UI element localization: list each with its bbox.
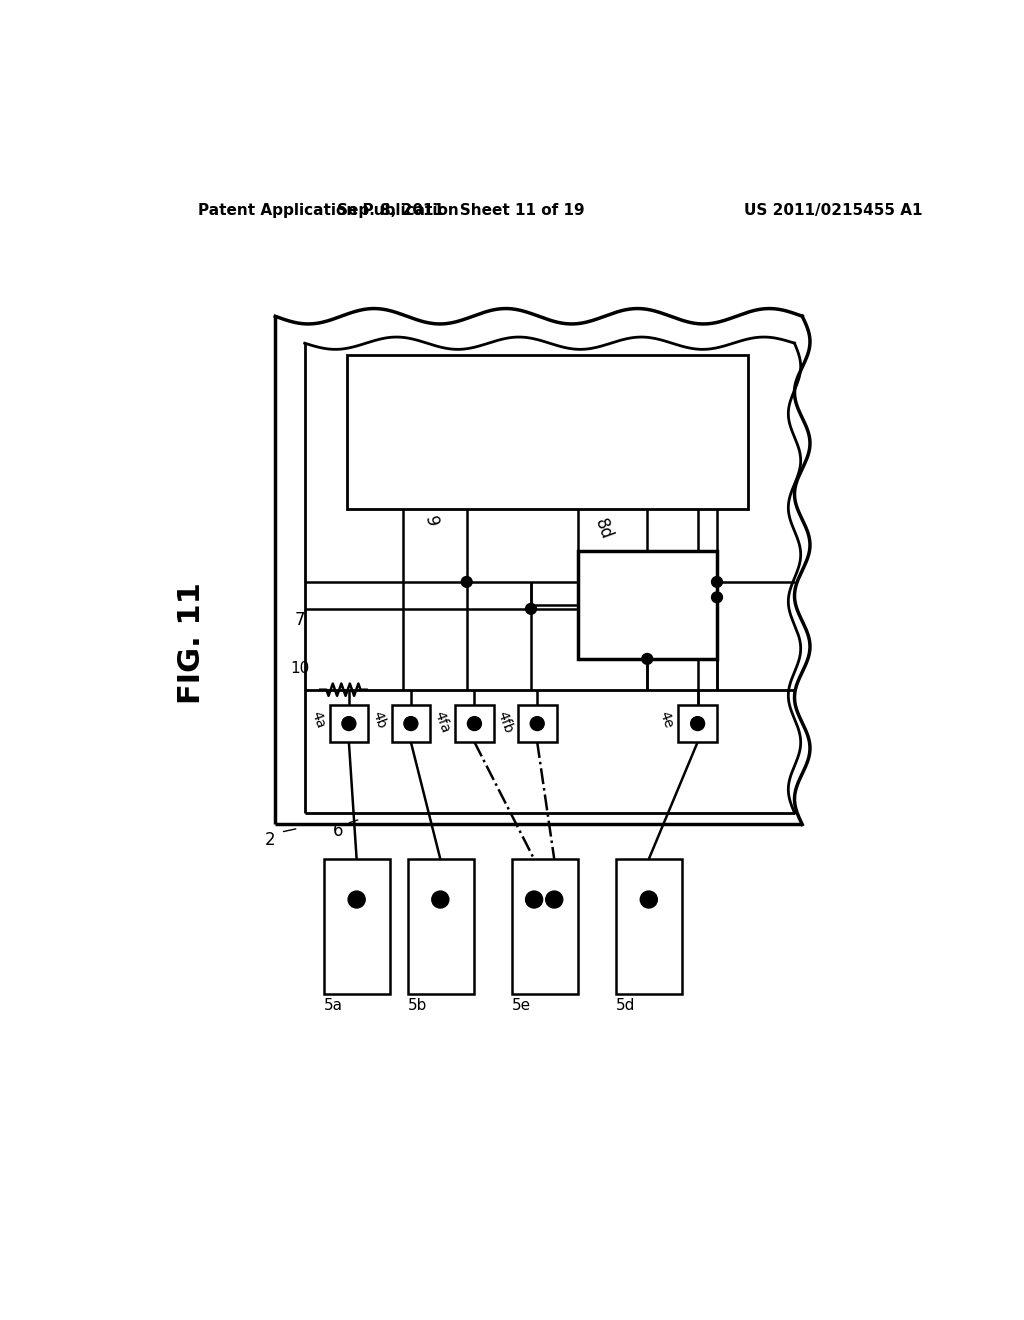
Bar (512, 859, 578, 994)
Text: 9: 9 (421, 515, 440, 528)
Text: 10: 10 (291, 661, 310, 676)
Bar (678, 705, 717, 742)
Circle shape (525, 891, 543, 908)
Bar (518, 705, 557, 742)
Text: 4fb: 4fb (495, 709, 515, 735)
Circle shape (640, 891, 657, 908)
Circle shape (432, 891, 449, 908)
Text: 4b: 4b (370, 709, 389, 730)
Circle shape (530, 717, 544, 730)
Text: 2: 2 (264, 830, 275, 849)
Bar (330, 705, 369, 742)
Circle shape (690, 717, 705, 730)
Circle shape (712, 577, 722, 587)
Circle shape (467, 717, 481, 730)
Circle shape (348, 891, 366, 908)
Text: 5e: 5e (512, 998, 530, 1012)
Circle shape (546, 891, 563, 908)
Text: 6: 6 (333, 822, 343, 840)
Circle shape (342, 717, 356, 730)
Text: 5d: 5d (616, 998, 636, 1012)
Text: 7: 7 (295, 611, 305, 630)
Text: 4fa: 4fa (432, 709, 453, 735)
Text: 4a: 4a (308, 709, 328, 730)
Text: 8d: 8d (592, 516, 615, 543)
Text: 5b: 5b (408, 998, 427, 1012)
Bar (347, 355, 748, 508)
Text: US 2011/0215455 A1: US 2011/0215455 A1 (744, 203, 923, 218)
Circle shape (525, 603, 537, 614)
Circle shape (712, 591, 722, 603)
Bar (455, 705, 494, 742)
Bar (616, 859, 682, 994)
Circle shape (403, 717, 418, 730)
Text: Sep. 8, 2011   Sheet 11 of 19: Sep. 8, 2011 Sheet 11 of 19 (338, 203, 585, 218)
Circle shape (461, 577, 472, 587)
Text: Patent Application Publication: Patent Application Publication (198, 203, 459, 218)
Text: 4e: 4e (656, 709, 676, 730)
Bar (578, 552, 717, 659)
Text: FIG. 11: FIG. 11 (177, 582, 206, 705)
Circle shape (642, 653, 652, 664)
Text: 5a: 5a (324, 998, 343, 1012)
Bar (408, 859, 474, 994)
Bar (391, 705, 430, 742)
Bar (324, 859, 390, 994)
